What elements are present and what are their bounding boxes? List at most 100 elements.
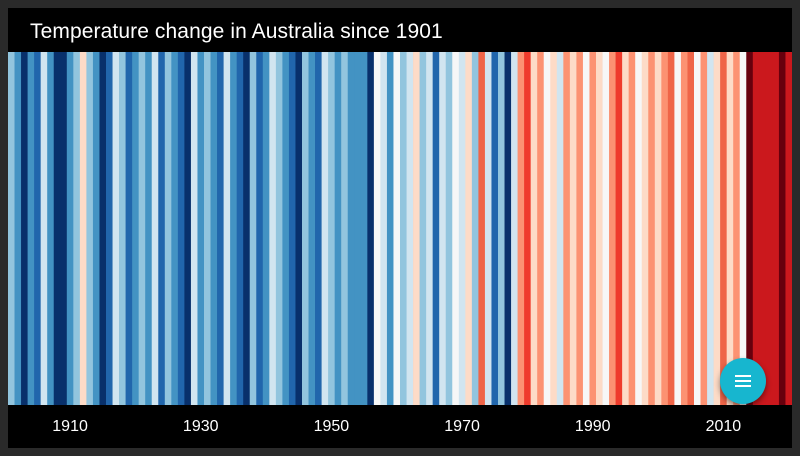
stripe-1920	[132, 52, 140, 405]
stripe-2004	[680, 52, 688, 405]
stripe-1991	[596, 52, 603, 405]
stripe-1952	[341, 52, 349, 405]
stripe-1970	[458, 52, 466, 405]
stripe-1942	[275, 52, 283, 405]
stripe-1944	[288, 52, 296, 405]
stripe-1929	[190, 52, 198, 405]
chart-frame: Temperature change in Australia since 19…	[8, 8, 792, 448]
stripe-2012	[733, 52, 741, 405]
stripe-1979	[517, 52, 525, 405]
stripe-2019	[778, 52, 786, 405]
stripe-1960	[393, 52, 401, 405]
stripe-1953	[347, 52, 355, 405]
stripe-1971	[465, 52, 473, 405]
warming-stripes	[8, 52, 792, 405]
menu-icon	[735, 375, 751, 387]
stripe-1934	[223, 52, 231, 405]
stripe-1905	[34, 52, 42, 405]
stripe-1922	[145, 52, 153, 405]
stripe-1999	[648, 52, 656, 405]
stripe-2014	[746, 52, 754, 405]
stripe-1961	[400, 52, 407, 405]
stripe-1986	[563, 52, 571, 405]
stripe-2015	[752, 52, 760, 405]
stripe-2018	[772, 52, 780, 405]
stripe-1989	[582, 52, 590, 405]
stripe-1904	[27, 52, 35, 405]
stripe-1932	[210, 52, 218, 405]
stripe-1919	[125, 52, 133, 405]
stripe-1915	[99, 52, 107, 405]
stripe-2005	[687, 52, 695, 405]
stripe-1908	[53, 52, 61, 405]
stripe-1973	[478, 52, 486, 405]
stripe-2001	[661, 52, 669, 405]
stripe-1997	[635, 52, 643, 405]
stripe-1930	[197, 52, 205, 405]
stripe-1993	[609, 52, 616, 405]
stripe-1969	[452, 52, 460, 405]
stripe-1992	[602, 52, 610, 405]
stripe-1933	[217, 52, 224, 405]
stripe-1940	[262, 52, 270, 405]
stripe-2007	[700, 52, 708, 405]
stripe-1923	[151, 52, 159, 405]
stripe-1947	[308, 52, 316, 405]
stripe-2009	[713, 52, 721, 405]
stripe-1994	[615, 52, 623, 405]
stripe-2017	[765, 52, 773, 405]
stripe-1936	[236, 52, 244, 405]
stripe-1941	[269, 52, 277, 405]
stripe-2006	[694, 52, 701, 405]
stripe-1966	[432, 52, 440, 405]
stripe-1964	[419, 52, 427, 405]
stripe-1911	[73, 52, 81, 405]
stripe-1926	[171, 52, 179, 405]
stripe-2008	[707, 52, 714, 405]
x-tick-label: 1950	[313, 418, 350, 435]
stripe-1928	[184, 52, 192, 405]
stripe-1914	[92, 52, 100, 405]
stripe-1972	[471, 52, 479, 405]
stripe-1978	[511, 52, 518, 405]
stripe-2011	[726, 52, 734, 405]
stripe-2016	[759, 52, 767, 405]
stripe-1976	[498, 52, 505, 405]
stripe-1921	[138, 52, 146, 405]
stripe-2010	[720, 52, 728, 405]
stripe-2013	[739, 52, 747, 405]
stripe-1907	[47, 52, 55, 405]
stripe-1977	[504, 52, 512, 405]
stripe-1925	[164, 52, 172, 405]
stripe-1903	[21, 52, 28, 405]
stripe-1917	[112, 52, 120, 405]
stripe-1990	[589, 52, 597, 405]
stripe-1946	[302, 52, 309, 405]
stripe-1958	[380, 52, 388, 405]
stripe-1916	[106, 52, 113, 405]
stripe-1949	[321, 52, 329, 405]
stripe-1906	[40, 52, 48, 405]
stripe-1910	[66, 52, 74, 405]
stripe-2002	[667, 52, 675, 405]
stripe-1975	[491, 52, 499, 405]
stripe-2003	[674, 52, 682, 405]
stripe-1962	[406, 52, 414, 405]
stripe-1924	[158, 52, 166, 405]
stripe-1967	[439, 52, 447, 405]
chart-title: Temperature change in Australia since 19…	[30, 20, 443, 43]
stripe-1948	[315, 52, 322, 405]
stripe-1902	[14, 52, 22, 405]
stripe-1939	[256, 52, 264, 405]
stripe-1998	[641, 52, 649, 405]
stripe-1956	[367, 52, 375, 405]
stripe-1974	[484, 52, 492, 405]
stripe-1901	[8, 52, 15, 405]
stripe-1918	[119, 52, 126, 405]
stripe-1981	[530, 52, 538, 405]
stripe-1983	[543, 52, 551, 405]
stripe-1945	[295, 52, 303, 405]
menu-fab-button[interactable]	[720, 358, 766, 404]
stripe-1954	[354, 52, 362, 405]
x-tick-label: 1990	[574, 418, 611, 435]
